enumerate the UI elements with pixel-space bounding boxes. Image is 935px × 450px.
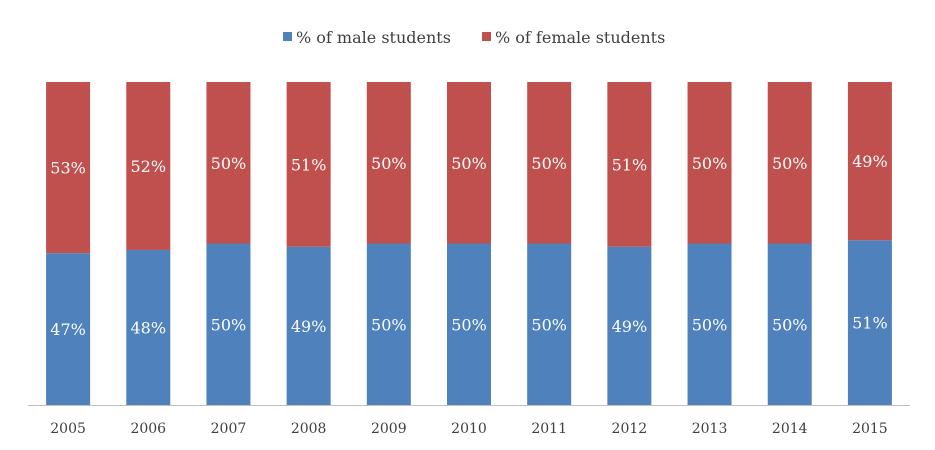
- bar-male-2012: [607, 246, 652, 405]
- bar-male-2007: [206, 243, 251, 405]
- data-label-male-2008: 49%: [291, 317, 327, 336]
- data-label-male-2007: 50%: [211, 315, 247, 334]
- x-tick-labels: 2005 2006 2007 2008 2009 2010 2011 2012 2013 2014…: [50, 421, 887, 437]
- data-label-male-2009: 50%: [371, 315, 407, 334]
- x-tick-label-2006: 2006: [130, 421, 166, 437]
- x-tick-label-2012: 2012: [612, 421, 648, 437]
- data-label-female-2006: 52%: [130, 157, 166, 176]
- legend-swatch-male: [283, 32, 292, 41]
- data-label-female-2015: 49%: [852, 152, 888, 171]
- bar-female-2014: [767, 82, 812, 244]
- data-label-female-2011: 50%: [531, 154, 567, 173]
- bar-female-2008: [286, 82, 331, 247]
- x-tick-label-2011: 2011: [531, 421, 567, 437]
- plot-area: 47% 53% 48% 52% 50% 50% 49% 51% 50% 50% 50% 50% 50% 5…: [46, 82, 892, 405]
- x-tick-label-2008: 2008: [291, 421, 327, 437]
- data-label-male-2013: 50%: [692, 315, 728, 334]
- bar-male-2008: [286, 246, 331, 405]
- bar-female-2013: [687, 82, 732, 244]
- bar-male-2005: [46, 253, 91, 405]
- legend-swatch-female: [482, 32, 491, 41]
- bar-male-2009: [366, 243, 411, 405]
- bar-male-2010: [447, 243, 491, 405]
- data-label-male-2015: 51%: [852, 314, 888, 333]
- data-label-male-2006: 48%: [130, 318, 166, 337]
- bar-male-2015: [847, 240, 892, 405]
- data-label-female-2010: 50%: [451, 154, 487, 173]
- bar-female-2006: [126, 82, 171, 250]
- x-tick-label-2009: 2009: [371, 421, 407, 437]
- bar-male-2013: [687, 243, 732, 405]
- data-label-female-2012: 51%: [612, 155, 648, 174]
- x-tick-label-2013: 2013: [692, 421, 728, 437]
- x-tick-label-2005: 2005: [50, 421, 86, 437]
- bar-male-2006: [126, 249, 171, 405]
- data-label-female-2014: 50%: [772, 154, 808, 173]
- data-label-female-2009: 50%: [371, 154, 407, 173]
- data-label-female-2005: 53%: [50, 159, 86, 178]
- bar-female-2007: [206, 82, 251, 244]
- legend-label-female: % of female students: [495, 28, 665, 47]
- x-tick-label-2014: 2014: [772, 421, 808, 437]
- data-label-male-2012: 49%: [612, 317, 648, 336]
- data-label-male-2005: 47%: [50, 320, 86, 339]
- bar-female-2009: [366, 82, 411, 244]
- bar-female-2011: [527, 82, 572, 244]
- bar-female-2012: [607, 82, 652, 247]
- bar-male-2011: [527, 243, 572, 405]
- x-tick-label-2007: 2007: [211, 421, 247, 437]
- data-label-male-2014: 50%: [772, 315, 808, 334]
- bar-female-2005: [46, 82, 91, 254]
- data-label-female-2013: 50%: [692, 154, 728, 173]
- bar-male-2014: [767, 243, 812, 405]
- x-tick-label-2010: 2010: [451, 421, 487, 437]
- legend-label-male: % of male students: [296, 28, 451, 47]
- data-label-female-2008: 51%: [291, 155, 327, 174]
- legend: % of male students % of female students: [283, 28, 665, 47]
- data-label-male-2011: 50%: [531, 315, 567, 334]
- bar-female-2015: [847, 82, 892, 241]
- bar-female-2010: [447, 82, 491, 244]
- data-label-male-2010: 50%: [451, 315, 487, 334]
- x-tick-label-2015: 2015: [852, 421, 888, 437]
- data-label-female-2007: 50%: [211, 154, 247, 173]
